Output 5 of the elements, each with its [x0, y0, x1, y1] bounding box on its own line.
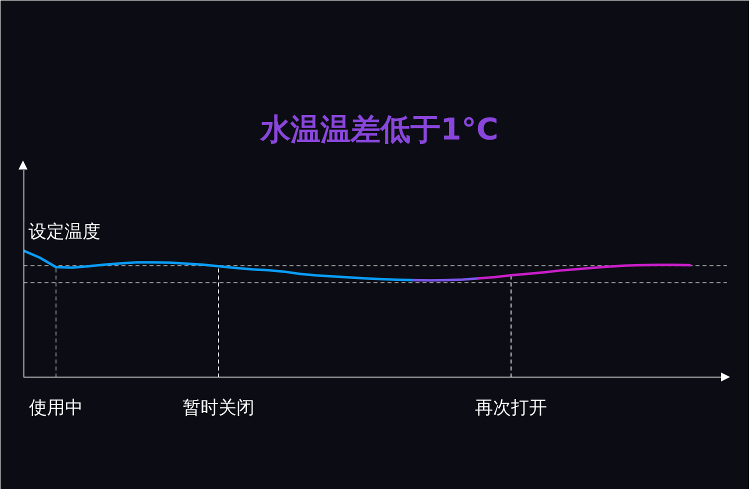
- chart-title: 水温温差低于1°C: [260, 112, 498, 148]
- x-tick-label: 使用中: [29, 398, 84, 418]
- x-tick-label: 再次打开: [475, 398, 548, 418]
- x-tick-label: 暂时关闭: [182, 398, 255, 418]
- ref-line-label: 设定温度: [28, 222, 100, 243]
